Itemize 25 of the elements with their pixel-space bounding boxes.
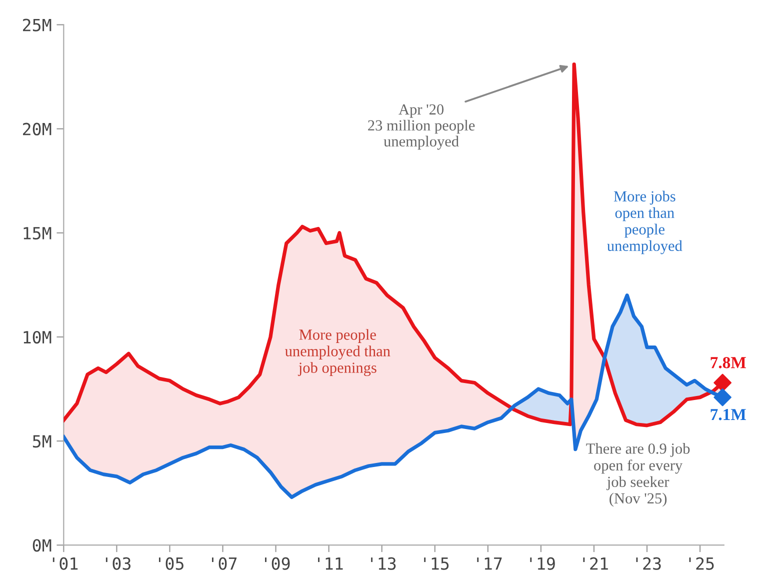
y-tick-label: 10M	[24, 330, 52, 344]
x-tick-label: '17	[477, 558, 502, 570]
x-tick-label: '15	[424, 558, 449, 570]
x-tick-label: '07	[212, 557, 237, 570]
x-tick-label: '05	[158, 557, 184, 570]
data-label: 7.1M	[710, 408, 746, 420]
data-label: 7.8M	[710, 357, 746, 368]
annotation: More people unemployed than job openings	[285, 329, 390, 376]
y-tick-label: 0M	[32, 539, 52, 552]
x-tick-label: '03	[106, 557, 130, 570]
x-tick-label: '09	[265, 557, 290, 570]
annotation: Apr '20 23 million people unemployed	[368, 104, 475, 150]
y-tick-label: 15M	[24, 227, 52, 240]
y-tick-label: 5M	[32, 435, 52, 448]
x-tick-label: '25	[689, 557, 714, 570]
x-tick-label: '01	[52, 557, 78, 570]
annotation: More jobs open than people unemployed	[607, 190, 682, 254]
y-tick-label: 20M	[23, 122, 52, 136]
annotation: There are 0.9 job open for every job seeker (Nov '25)	[586, 443, 690, 507]
y-tick-label: 25M	[23, 18, 52, 32]
x-tick-label: '13	[371, 557, 396, 570]
x-tick-label: '23	[636, 557, 661, 570]
x-tick-label: '21	[583, 557, 608, 570]
x-tick-label: '19	[530, 557, 555, 570]
x-tick-label: '11	[318, 558, 343, 570]
